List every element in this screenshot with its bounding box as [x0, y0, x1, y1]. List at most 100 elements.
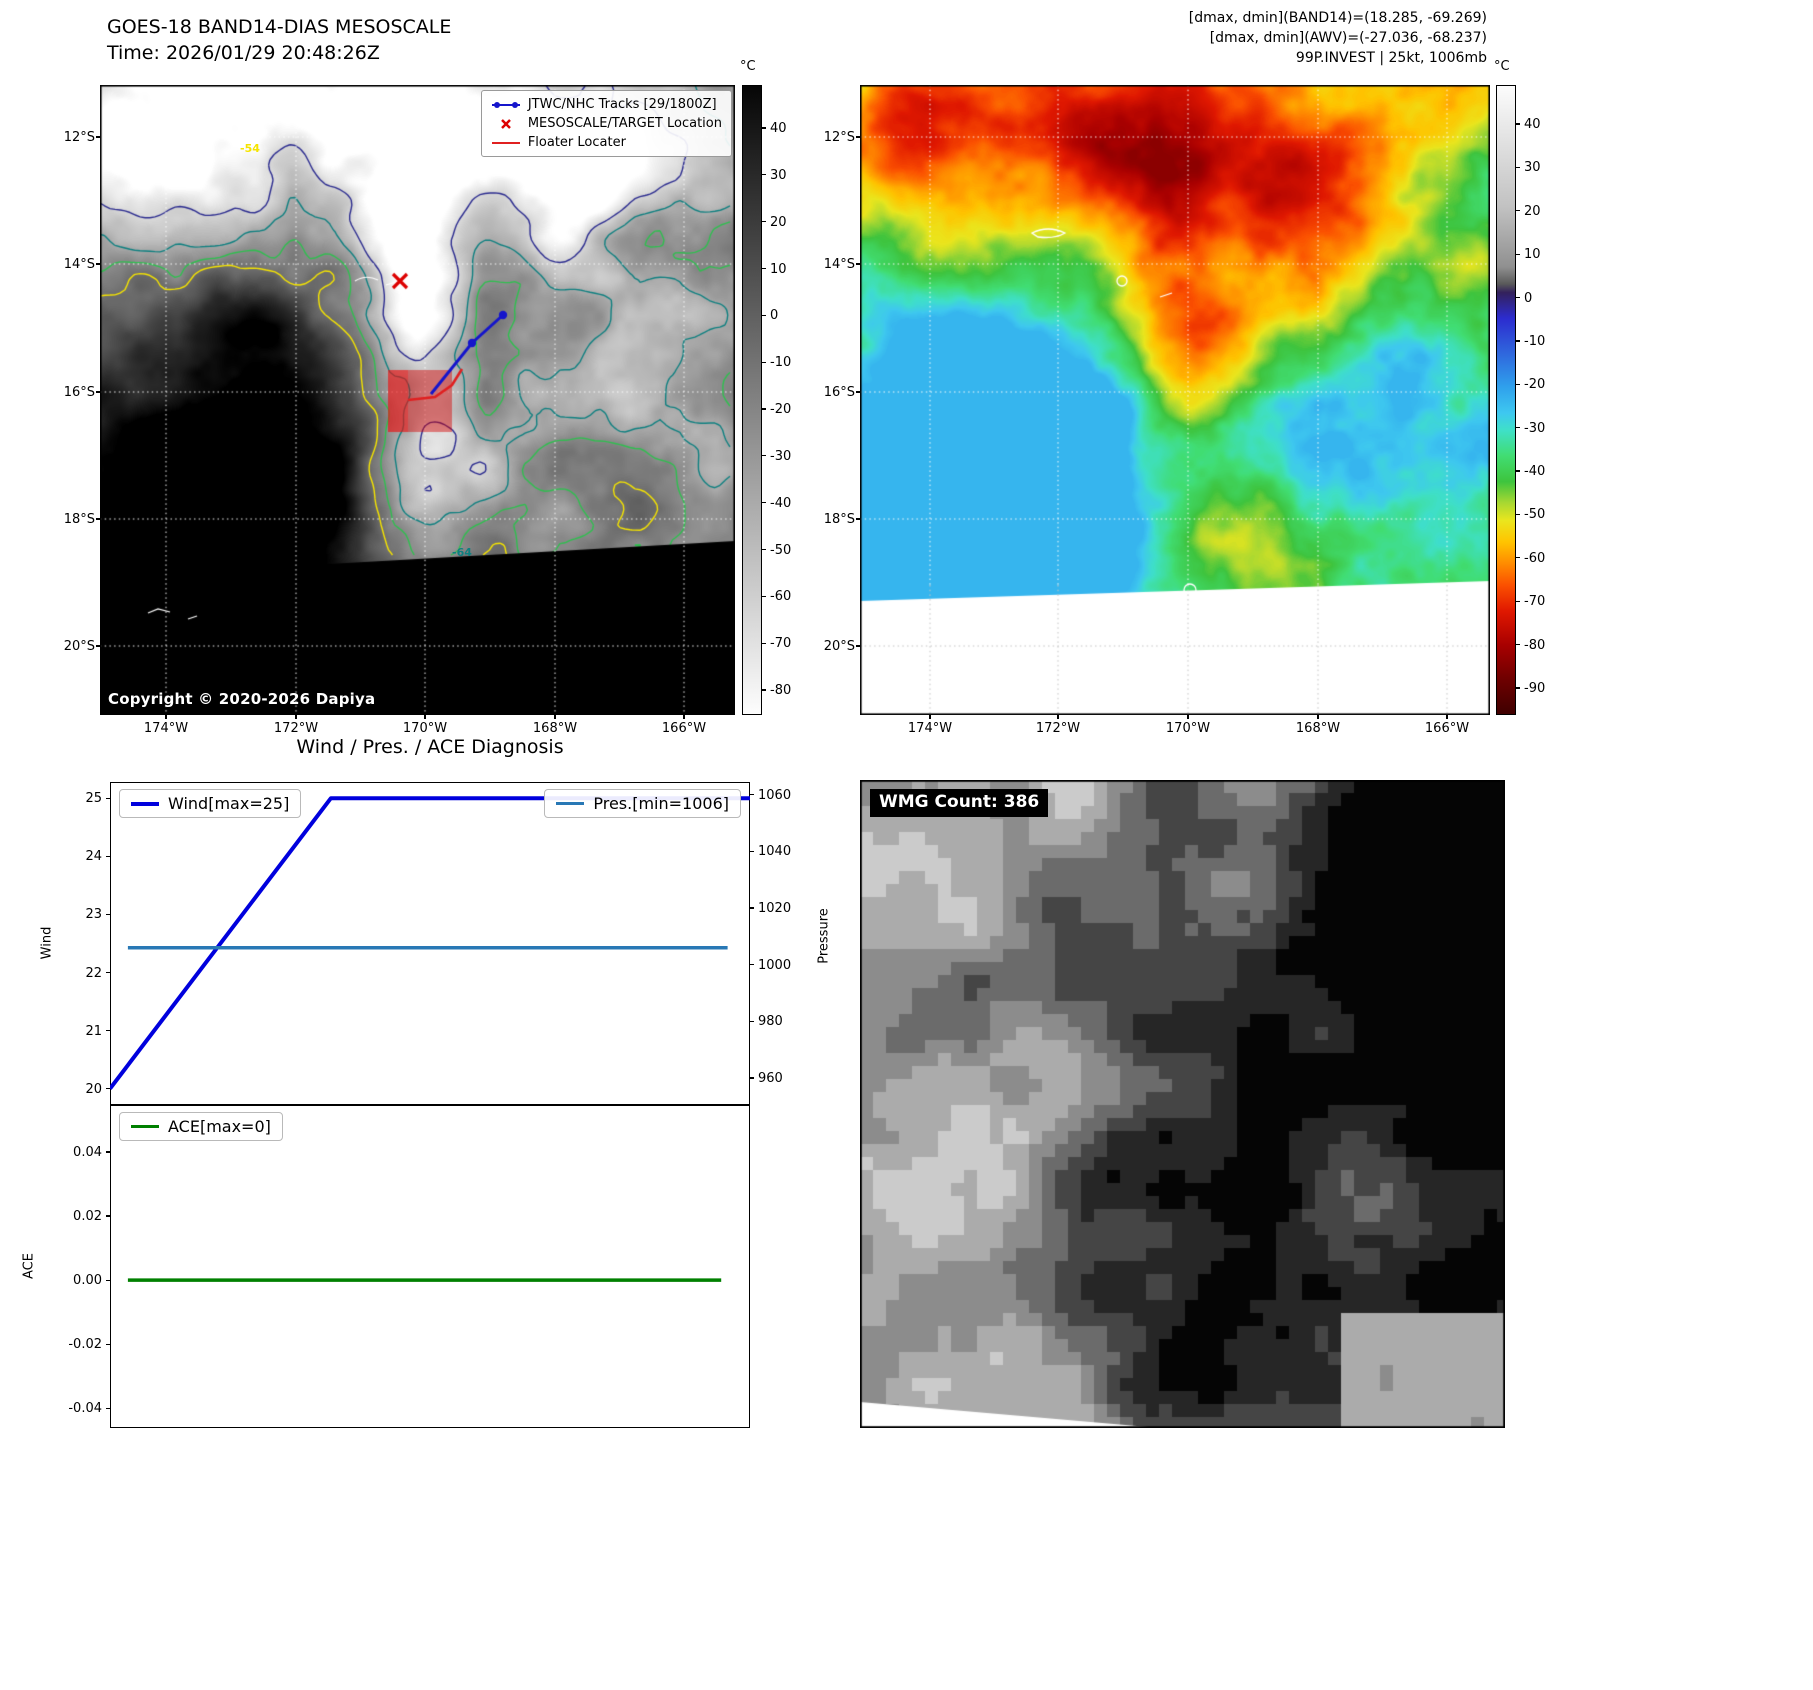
ace-line-sample	[131, 1125, 159, 1128]
tl-lon-tick	[165, 715, 167, 719]
ace-legend: ACE[max=0]	[119, 1112, 283, 1141]
ace-tick-mark	[106, 1407, 110, 1409]
ace-tick-label: 0.04	[73, 1145, 102, 1161]
pressure-tick-label: 1040	[758, 844, 792, 860]
wind-tick-mark	[106, 1030, 110, 1032]
awv-colorbar-tick-mark	[1516, 644, 1520, 646]
awv-colorbar-tick-label: -80	[1524, 637, 1546, 653]
awv-colorbar-tick-label: 0	[1524, 290, 1533, 306]
band14-colorbar-tick-label: -70	[770, 636, 792, 652]
band14-colorbar-tick-mark	[762, 361, 766, 363]
wind-axis-label: Wind	[39, 926, 55, 960]
awv-colorbar	[1496, 85, 1516, 715]
wind-line-sample	[131, 801, 159, 806]
band14-colorbar-tick-mark	[762, 127, 766, 129]
wind-tick-label: 20	[85, 1081, 102, 1097]
band14-colorbar-tick-mark	[762, 502, 766, 504]
band14-colorbar-tick-label: 30	[770, 167, 787, 183]
legend-target-label: MESOSCALE/TARGET Location	[527, 116, 722, 131]
band14-colorbar-tick-mark	[762, 548, 766, 551]
band14-colorbar-tick-label: -20	[770, 402, 792, 417]
tl-lon-label: 170°W	[402, 721, 448, 736]
awv-enhanced-map-panel	[860, 85, 1490, 715]
legend-row-track: JTWC/NHC Tracks [29/1800Z]	[491, 97, 722, 112]
tl-lon-label: 168°W	[532, 721, 578, 736]
awv-colorbar-tick-mark	[1516, 557, 1520, 559]
pressure-tick-label: 1020	[758, 901, 792, 917]
tl-lat-label: 16°S	[63, 385, 95, 400]
band14-colorbar-tick-label: -60	[770, 589, 792, 605]
wmg-count-label: WMG Count: 386	[870, 789, 1049, 817]
awv-colorbar-tick-mark	[1516, 340, 1520, 342]
tr-lon-tick	[1446, 715, 1448, 719]
awv-colorbar-tick-label: -30	[1524, 420, 1546, 436]
band14-colorbar	[742, 85, 762, 715]
legend-row-floater: Floater Locater	[491, 135, 722, 150]
ace-tick-label: 0.00	[73, 1273, 102, 1289]
pressure-legend: Pres.[min=1006]	[544, 789, 741, 818]
tr-lon-tick	[1057, 715, 1059, 719]
awv-colorbar-tick-mark	[1516, 687, 1520, 689]
wind-tick-mark	[106, 855, 110, 857]
tr-lat-tick	[856, 263, 860, 265]
band14-colorbar-tick-mark	[762, 689, 766, 691]
legend-track-label: JTWC/NHC Tracks [29/1800Z]	[527, 97, 717, 112]
tr-lon-tick	[1187, 715, 1189, 719]
band14-colorbar-tick-label: -40	[770, 495, 792, 511]
awv-colorbar-tick-mark	[1516, 470, 1520, 472]
tr-lat-label: 16°S	[823, 385, 855, 400]
legend-row-target: MESOSCALE/TARGET Location	[491, 116, 722, 131]
band14-colorbar-tick-label: 0	[770, 308, 779, 324]
band14-satellite-image	[100, 85, 735, 715]
tr-colorbar-unit: °C	[1494, 59, 1510, 74]
awv-colorbar-tick-label: -20	[1524, 377, 1546, 393]
ace-legend-label: ACE[max=0]	[168, 1117, 271, 1136]
awv-colorbar-tick-mark	[1516, 383, 1520, 385]
tr-lat-label: 20°S	[823, 639, 855, 654]
ace-tick-mark	[106, 1215, 110, 1217]
charts-title: Wind / Pres. / ACE Diagnosis	[296, 736, 564, 758]
tl-lon-tick	[554, 715, 556, 719]
awv-colorbar-tick-label: 20	[1524, 203, 1541, 219]
wind-legend-label: Wind[max=25]	[168, 794, 290, 813]
band14-colorbar-tick-mark	[762, 221, 766, 223]
tl-lat-label: 14°S	[63, 257, 95, 272]
pressure-legend-label: Pres.[min=1006]	[593, 794, 729, 813]
copyright-text: Copyright © 2020-2026 Dapiya	[108, 690, 376, 708]
pressure-tick-label: 960	[758, 1071, 783, 1087]
tl-lat-tick	[96, 645, 100, 647]
ace-tick-label: -0.04	[68, 1401, 102, 1417]
tl-lon-tick	[683, 715, 685, 719]
tl-lon-label: 174°W	[143, 721, 189, 736]
awv-colorbar-tick-mark	[1516, 296, 1520, 299]
tl-lat-tick	[96, 518, 100, 520]
wmg-count-panel: WMG Count: 386	[860, 780, 1505, 1428]
awv-colorbar-tick-label: 10	[1524, 247, 1541, 263]
wind-tick-mark	[106, 797, 110, 799]
pressure-tick-mark	[750, 907, 754, 909]
band14-colorbar-tick-mark	[762, 267, 766, 270]
band14-colorbar-tick-label: -50	[770, 542, 792, 558]
awv-colorbar-tick-label: -60	[1524, 550, 1546, 566]
tl-lat-tick	[96, 136, 100, 138]
awv-colorbar-tick-mark	[1516, 123, 1520, 125]
wind-legend: Wind[max=25]	[119, 789, 302, 818]
wind-tick-label: 23	[85, 907, 102, 923]
pressure-tick-mark	[750, 964, 754, 966]
wind-tick-mark	[106, 913, 110, 916]
tl-colorbar-unit: °C	[740, 59, 756, 74]
tr-lat-tick	[856, 518, 860, 520]
pressure-tick-label: 980	[758, 1014, 783, 1030]
target-x-sample-icon	[491, 118, 521, 129]
tl-time: Time: 2026/01/29 20:48:26Z	[107, 42, 380, 64]
awv-colorbar-tick-mark	[1516, 427, 1520, 429]
tl-lat-label: 20°S	[63, 639, 95, 654]
legend-floater-label: Floater Locater	[527, 135, 626, 150]
awv-colorbar-tick-mark	[1516, 166, 1520, 168]
tr-lon-tick	[1317, 715, 1319, 719]
tr-lat-tick	[856, 645, 860, 647]
band14-colorbar-tick-mark	[762, 455, 766, 457]
tl-lat-tick	[96, 391, 100, 393]
awv-satellite-image	[860, 85, 1490, 715]
